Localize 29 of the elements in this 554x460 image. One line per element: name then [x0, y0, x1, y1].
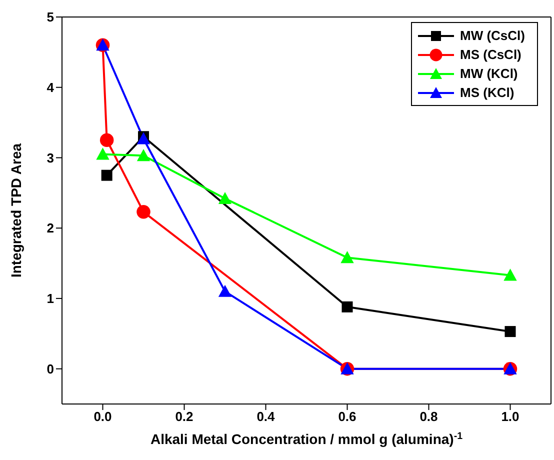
- x-tick-label: 0.6: [338, 409, 356, 424]
- point: [136, 205, 150, 219]
- point: [218, 192, 232, 204]
- y-tick-label: 0: [46, 361, 54, 376]
- legend-label: MW (CsCl): [460, 28, 525, 43]
- y-tick-label: 3: [46, 150, 54, 166]
- point: [96, 148, 110, 160]
- point: [504, 326, 516, 338]
- legend-label: MW (KCl): [460, 66, 518, 81]
- legend-label: MS (CsCl): [460, 47, 522, 62]
- x-tick-label: 0.4: [256, 409, 276, 424]
- y-axis-title: Integrated TPD Area: [8, 143, 24, 278]
- x-tick-label: 0.2: [175, 409, 194, 424]
- point: [101, 170, 112, 181]
- point: [342, 301, 353, 312]
- x-axis-title: Alkali Metal Concentration / mmol g (alumina)$^{-1}$: [150, 430, 464, 447]
- y-tick-label: 2: [46, 220, 54, 236]
- y-tick-label: 4: [46, 80, 55, 95]
- point: [136, 149, 150, 162]
- x-tick-label: 0.0: [94, 409, 112, 424]
- y-tick-label: 1: [46, 291, 54, 306]
- point: [504, 268, 517, 281]
- point: [100, 133, 114, 148]
- point: [218, 284, 232, 297]
- y-tick-label: 5: [46, 10, 54, 25]
- legend-label: MS (KCl): [460, 85, 514, 100]
- point: [340, 251, 354, 264]
- x-tick-label: 0.8: [420, 409, 438, 424]
- x-tick-label: 1.0: [501, 409, 520, 424]
